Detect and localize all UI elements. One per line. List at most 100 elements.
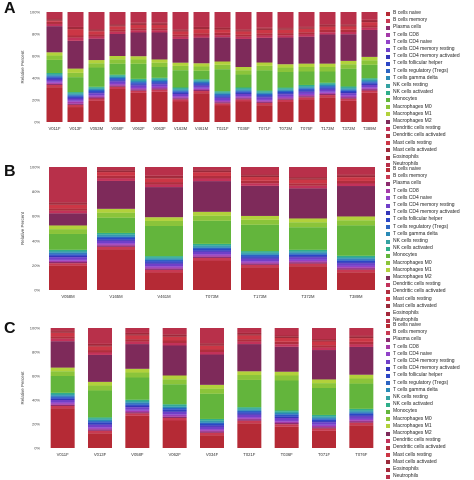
legend-label: Macrophages M1 bbox=[393, 422, 432, 429]
bar-segment bbox=[67, 35, 84, 38]
x-tick-label: V165M bbox=[109, 294, 123, 299]
bar-segment bbox=[349, 328, 374, 336]
bar-segment bbox=[193, 257, 231, 261]
bar-segment bbox=[193, 211, 231, 216]
legend-swatch bbox=[386, 453, 390, 458]
bar-segment bbox=[298, 28, 315, 33]
bar-segment bbox=[67, 97, 84, 99]
bar-segment bbox=[97, 235, 135, 237]
legend-swatch bbox=[386, 323, 390, 328]
legend-label: Mast cells resting bbox=[393, 295, 432, 302]
bar-segment bbox=[277, 12, 294, 28]
bar-segment bbox=[241, 215, 279, 220]
bar-segment bbox=[349, 374, 374, 379]
bar-segment bbox=[97, 243, 135, 245]
bar-segment bbox=[151, 83, 168, 85]
bar-segment bbox=[298, 97, 315, 100]
legend-label: T cells regulatory (Tregs) bbox=[393, 67, 449, 74]
bar-segment bbox=[277, 90, 294, 92]
legend-label: T cells CD4 memory activated bbox=[393, 53, 460, 60]
bar-segment bbox=[200, 430, 224, 432]
legend-item: T cells CD4 naive bbox=[386, 351, 460, 358]
bar-segment bbox=[50, 402, 75, 404]
legend-item: Dendritic cells activated bbox=[386, 288, 460, 295]
bar-segment bbox=[162, 414, 187, 416]
legend-label: T cells CD4 memory activated bbox=[393, 365, 460, 372]
bar-segment bbox=[162, 345, 187, 376]
bar-segment bbox=[289, 167, 327, 178]
legend-label: Eosinophils bbox=[393, 154, 419, 161]
bar-segment bbox=[49, 255, 87, 258]
bar-segment bbox=[241, 262, 279, 264]
bar-segment bbox=[337, 272, 375, 290]
bar-segment bbox=[125, 410, 150, 413]
bar-segment bbox=[319, 63, 336, 67]
bar-segment bbox=[274, 420, 299, 422]
legend-label: T cells CD4 memory resting bbox=[393, 46, 455, 53]
bar-segment bbox=[340, 98, 357, 101]
bar-segment bbox=[193, 250, 231, 252]
bar-segment bbox=[349, 336, 374, 339]
bar-segment bbox=[361, 90, 378, 93]
bar-segment bbox=[337, 216, 375, 221]
bar-segment bbox=[289, 178, 327, 180]
legend-swatch bbox=[386, 246, 390, 251]
bar-segment bbox=[337, 267, 375, 269]
legend-item: Dendritic cells resting bbox=[386, 281, 460, 288]
x-tick-label: V062F bbox=[132, 126, 145, 131]
legend-item: Dendritic cells activated bbox=[386, 132, 460, 139]
y-tick-label: 40% bbox=[32, 398, 40, 403]
bar-segment bbox=[130, 84, 147, 86]
bar-segment bbox=[237, 420, 262, 424]
bar-segment bbox=[193, 167, 231, 170]
bar-segment bbox=[274, 415, 299, 417]
bar-segment bbox=[46, 79, 63, 82]
bar-segment bbox=[319, 92, 336, 94]
y-tick-label: 80% bbox=[32, 189, 40, 194]
bar-segment bbox=[50, 396, 75, 398]
legend-item: Macrophages M2 bbox=[386, 430, 460, 437]
x-tick-label: V011F bbox=[48, 126, 60, 131]
bar-segment bbox=[361, 29, 378, 57]
bar-segment bbox=[193, 260, 231, 290]
bar-segment bbox=[349, 418, 374, 421]
bar-segment bbox=[109, 34, 126, 56]
legend-label: T cells CD4 memory resting bbox=[393, 202, 455, 209]
bar-segment bbox=[88, 87, 105, 89]
bar-segment bbox=[109, 81, 126, 84]
legend-item: Mast cells resting bbox=[386, 140, 460, 147]
bar-segment bbox=[172, 97, 189, 99]
bar-segment bbox=[130, 78, 147, 80]
legend-item: B cells naive bbox=[386, 10, 460, 17]
bar-segment bbox=[349, 383, 374, 409]
bar-segment bbox=[145, 263, 183, 267]
bar-segment bbox=[237, 419, 262, 421]
bar-segment bbox=[312, 425, 336, 428]
bar-segment bbox=[50, 395, 75, 397]
legend-label: Macrophages M0 bbox=[393, 415, 432, 422]
bar-segment bbox=[256, 100, 273, 102]
bar-segment bbox=[361, 27, 378, 30]
bar-segment bbox=[340, 32, 357, 35]
legend-label: B cells memory bbox=[393, 17, 428, 24]
bar-segment bbox=[67, 95, 84, 97]
x-tick-label: T173M bbox=[321, 126, 335, 131]
bar-segment bbox=[289, 177, 327, 179]
bar-segment bbox=[361, 78, 378, 80]
legend-item: NK cells activated bbox=[386, 401, 460, 408]
legend-label: Mast cells activated bbox=[393, 302, 437, 309]
bar-segment bbox=[319, 83, 336, 85]
bar-segment bbox=[319, 82, 336, 84]
bar-segment bbox=[49, 203, 87, 205]
bar-segment bbox=[193, 247, 231, 249]
bar-segment bbox=[193, 28, 210, 30]
bar-segment bbox=[237, 332, 262, 335]
bar-segment bbox=[298, 99, 315, 122]
bar-segment bbox=[109, 31, 126, 34]
bar-segment bbox=[88, 98, 105, 101]
x-tick-label: T036F bbox=[237, 126, 250, 131]
legend-swatch bbox=[386, 83, 390, 88]
bar-segment bbox=[193, 91, 210, 94]
bar-segment bbox=[50, 376, 75, 393]
bar-segment bbox=[235, 70, 252, 75]
